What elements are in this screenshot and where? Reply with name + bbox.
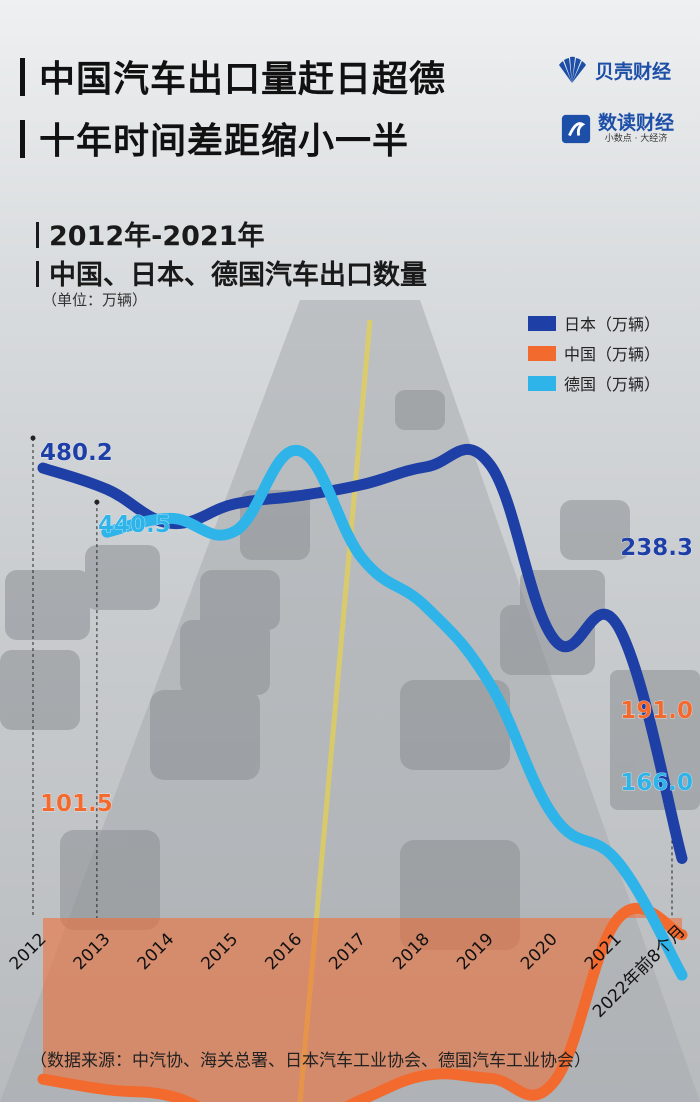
data-source: （数据来源：中汽协、海关总署、日本汽车工业协会、德国汽车工业协会） [30,1051,591,1071]
legend: 日本（万辆） 中国（万辆） 德国（万辆） [528,308,660,398]
main-title-line1: 中国汽车出口量赶日超德 [20,50,446,102]
series-line-germany [101,445,688,981]
data-label-japan-0: 480.2 [40,440,113,466]
legend-label-germany: 德国（万辆） [564,375,661,394]
unit-label: （单位：万辆） [42,291,148,309]
shudu-logo-block: 数读财经 小数点 · 大经济 [598,113,674,145]
subtitle-years: 2012年-2021年 [36,214,265,253]
title-text-1: 中国汽车出口量赶日超德 [39,59,447,100]
subtitle-desc-text: 中国、日本、德国汽车出口数量 [49,260,427,291]
legend-swatch-japan [528,315,556,331]
series-line-japan [37,443,688,864]
data-label-japan-10: 238.3 [620,535,693,561]
guide-dot-germany-start [94,499,100,505]
shudu-logo-icon [561,114,591,144]
beike-logo-text: 贝壳财经 [595,60,672,83]
title-text-2: 十年时间差距缩小一半 [39,121,410,162]
china-area-fill [43,908,682,1102]
legend-item-japan: 日本（万辆） [528,308,660,338]
shudu-logo: 数读财经 小数点 · 大经济 [560,113,674,145]
shudu-logo-subtext: 小数点 · 大经济 [604,134,668,144]
beike-logo: 贝壳财经 [555,55,671,85]
shell-logo-icon [559,56,586,83]
data-label-germany-1: 440.5 [98,512,171,538]
series-line-china [37,902,688,1102]
subtitle-desc: 中国、日本、德国汽车出口数量 [36,253,427,292]
data-label-china-0: 101.5 [40,791,113,817]
legend-item-germany: 德国（万辆） [528,368,660,398]
data-label-china-10: 191.0 [620,698,693,724]
main-title-line2: 十年时间差距缩小一半 [20,112,409,164]
legend-swatch-germany [528,375,556,391]
legend-item-china: 中国（万辆） [528,338,660,368]
legend-label-japan: 日本（万辆） [564,315,661,334]
shudu-logo-text: 数读财经 [598,112,675,134]
guide-dot-japan-start [30,435,36,441]
subtitle-years-text: 2012年-2021年 [49,221,265,252]
data-label-germany-10: 166.0 [620,770,693,796]
legend-swatch-china [528,345,556,361]
legend-label-china: 中国（万辆） [564,345,661,364]
